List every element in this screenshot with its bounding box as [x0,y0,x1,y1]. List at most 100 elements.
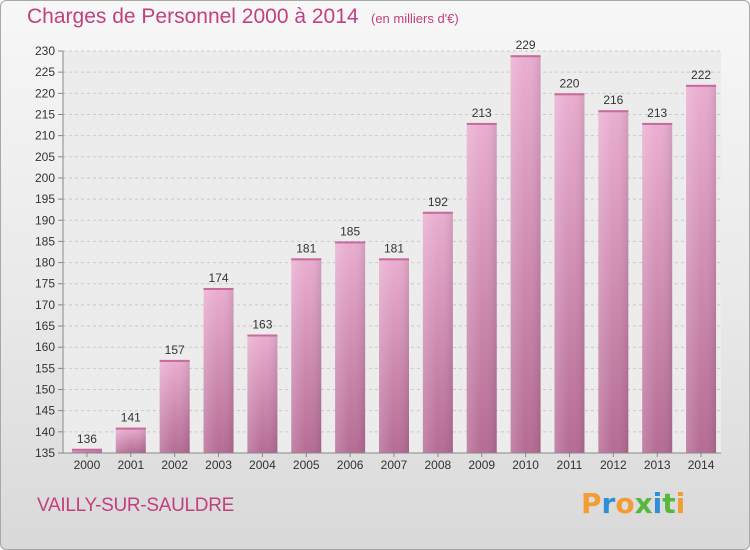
bar-top-edge [247,334,278,337]
y-tick-label: 215 [35,107,55,121]
y-tick-label: 225 [35,65,55,79]
logo-letter: o [615,487,635,520]
bar-group: 157 [159,343,190,453]
bar-top-edge [598,110,629,113]
logo-letter: t [662,487,676,520]
bar-top-edge [71,448,102,451]
bar-value-label: 174 [209,271,229,285]
bar-shade [159,359,190,453]
bar-shade [291,258,322,453]
x-tick-label: 2012 [600,458,627,472]
bar-shade [686,84,717,453]
bar-group: 181 [291,241,322,453]
y-tick-label: 165 [35,319,55,333]
bar-value-label: 213 [647,106,667,120]
y-tick-label: 175 [35,277,55,291]
bar-shade [554,93,585,453]
bar-group: 192 [422,195,453,453]
chart-subtitle: (en milliers d'€) [371,11,459,26]
bar-shade [115,427,146,453]
bar-value-label: 163 [252,318,272,332]
x-tick-label: 2010 [512,458,539,472]
bar-group: 185 [335,224,366,453]
bar-group: 163 [247,318,278,453]
x-tick-label: 2001 [117,458,144,472]
bar-top-edge [642,122,673,125]
x-tick-label: 2007 [381,458,408,472]
x-tick-label: 2008 [425,458,452,472]
y-tick-label: 140 [35,425,55,439]
y-tick-label: 220 [35,86,55,100]
bar-group: 220 [554,76,585,453]
bar-value-label: 157 [165,343,185,357]
logo-letter: i [675,487,686,520]
y-tick-label: 210 [35,129,55,143]
x-tick-label: 2006 [337,458,364,472]
x-tick-label: 2002 [161,458,188,472]
bar-shade [510,55,541,454]
bar-group: 213 [466,106,497,454]
bar-group: 213 [642,106,673,454]
bar-shade [422,211,453,453]
x-tick-label: 2003 [205,458,232,472]
bar-value-label: 229 [516,38,536,52]
logo-letter: i [652,487,663,520]
bar-top-edge [159,359,190,362]
bar-top-edge [686,84,717,87]
y-tick-label: 205 [35,150,55,164]
bar-shade [466,122,497,454]
bar-top-edge [510,55,541,58]
y-axis: 135 140 145 150 155 160 165 170 175 180 185 190 195 2… [35,44,64,460]
bar-group: 222 [686,68,717,453]
y-tick-label: 230 [35,44,55,58]
bar-shade [335,241,366,453]
y-tick-label: 190 [35,213,55,227]
y-tick-label: 180 [35,256,55,270]
chart-title: Charges de Personnel 2000 à 2014 [27,5,359,28]
y-tick-label: 195 [35,192,55,206]
proxiti-logo[interactable]: Proxiti [581,487,685,520]
bar-shade [71,448,102,453]
commune-name: VAILLY-SUR-SAULDRE [37,495,234,516]
bar-value-label: 220 [559,76,579,90]
y-tick-label: 150 [35,383,55,397]
bar-shade [203,287,234,453]
x-tick-label: 2011 [557,458,583,472]
bar-top-edge [379,258,409,261]
y-tick-label: 155 [35,361,55,375]
bar-value-label: 141 [121,411,141,425]
bar-top-edge [335,241,366,244]
bar-value-label: 222 [691,68,711,82]
bar-top-edge [203,287,234,290]
x-tick-label: 2000 [74,458,101,472]
bar-value-label: 181 [296,241,316,255]
bar-top-edge [422,211,453,214]
logo-letter: x [634,487,653,520]
y-tick-label: 135 [35,446,55,460]
y-tick-label: 170 [35,298,55,312]
x-tick-label: 2004 [249,458,276,472]
bar-value-label: 136 [77,432,97,446]
bar-shade [598,110,629,454]
bar-group: 141 [115,411,146,453]
bar-group: 216 [598,93,629,454]
bars: 136 141 157 174 163 181 185 181 192 213 229 220 216 2… [71,38,717,454]
y-tick-label: 185 [35,234,55,248]
x-tick-label: 2009 [468,458,495,472]
y-tick-label: 145 [35,404,55,418]
logo-letter: P [581,487,602,520]
bar-top-edge [115,427,146,430]
bar-top-edge [554,93,585,96]
bar-shade [379,258,409,453]
bar-top-edge [291,258,322,261]
bar-value-label: 192 [428,195,448,209]
bar-value-label: 181 [384,241,404,255]
bar-value-label: 213 [472,106,492,120]
bar-shade [642,122,673,454]
bar-value-label: 185 [340,224,360,238]
bar-top-edge [466,122,497,125]
bar-group: 229 [510,38,541,454]
bar-value-label: 216 [603,93,623,107]
